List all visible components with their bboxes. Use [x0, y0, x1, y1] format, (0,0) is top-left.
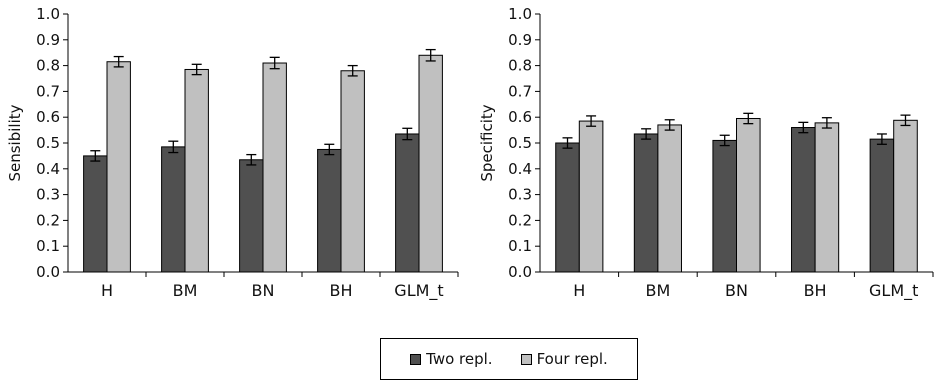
- bar-two-repl: [395, 133, 420, 273]
- bar-two-repl: [633, 133, 659, 273]
- y-tick-label: 0.8: [36, 57, 60, 75]
- x-tick-label: BH: [329, 281, 352, 300]
- bar-four-repl: [106, 61, 131, 273]
- x-tick-label: GLM_t: [394, 281, 443, 301]
- y-axis-label: Specificity: [478, 104, 496, 181]
- y-tick-label: 0.6: [508, 108, 532, 126]
- bar-two-repl: [239, 159, 264, 273]
- bar-four-repl: [418, 54, 443, 273]
- x-tick-label: BN: [725, 281, 748, 300]
- legend: Two repl. Four repl.: [380, 338, 638, 380]
- bar-two-repl: [555, 142, 580, 273]
- y-tick-label: 0.9: [36, 31, 60, 49]
- y-tick-label: 0.8: [508, 57, 532, 75]
- bar-two-repl: [83, 155, 108, 273]
- specificity-chart: 0.0 0.1 0.2 0.3 0.4 0.5 0.6 0.7 0.8 0.9 1.0 Specifi…: [478, 5, 934, 301]
- y-tick-label: 0.6: [36, 108, 60, 126]
- bar-four-repl: [657, 124, 682, 273]
- y-tick-label: 0.4: [36, 160, 60, 178]
- y-tick-label: 0.3: [36, 186, 60, 204]
- legend-swatch-four-repl: [520, 353, 532, 365]
- bar-four-repl: [340, 70, 365, 273]
- legend-item-two-repl: Two repl.: [410, 350, 493, 368]
- charts-canvas: 0.0 0.1 0.2 0.3 0.4 0.5 0.6 0.7 0.8 0.9 1.0 Sensibi…: [6, 5, 934, 301]
- bar-four-repl: [184, 68, 209, 273]
- bar-two-repl: [712, 139, 737, 273]
- y-tick-label: 0.2: [36, 211, 60, 229]
- x-tick-label: BN: [252, 281, 275, 300]
- y-axis-label: Sensibility: [6, 104, 24, 181]
- y-tick-label: 0.5: [508, 134, 532, 152]
- bar-four-repl: [736, 117, 761, 273]
- legend-swatch-two-repl: [410, 353, 422, 365]
- y-tick-label: 1.0: [36, 5, 60, 23]
- y-tick-label: 1.0: [508, 5, 532, 23]
- x-tick-label: H: [573, 281, 585, 300]
- sensibility-chart: 0.0 0.1 0.2 0.3 0.4 0.5 0.6 0.7 0.8 0.9 1.0 Sensibi…: [6, 5, 459, 301]
- y-tick-label: 0.1: [508, 237, 532, 255]
- y-tick-label: 0.4: [508, 160, 532, 178]
- legend-label-two-repl: Two repl.: [426, 350, 493, 368]
- y-tick-label: 0.5: [36, 134, 60, 152]
- y-tick-label: 0.3: [508, 186, 532, 204]
- y-tick-label: 0.0: [36, 263, 60, 281]
- bar-four-repl: [262, 62, 287, 273]
- bar-four-repl: [578, 120, 604, 273]
- x-tick-label: H: [101, 281, 113, 300]
- x-tick-label: BM: [173, 281, 198, 300]
- x-tick-label: GLM_t: [869, 281, 918, 301]
- legend-label-four-repl: Four repl.: [536, 350, 608, 368]
- y-tick-label: 0.1: [36, 237, 60, 255]
- x-tick-label: BH: [804, 281, 827, 300]
- bar-two-repl: [161, 146, 186, 273]
- x-tick-label: BM: [646, 281, 671, 300]
- bar-four-repl: [814, 122, 840, 273]
- legend-item-four-repl: Four repl.: [520, 350, 608, 368]
- y-tick-label: 0.0: [508, 263, 532, 281]
- y-tick-label: 0.7: [36, 82, 60, 100]
- y-tick-label: 0.2: [508, 211, 532, 229]
- bar-two-repl: [869, 138, 895, 273]
- y-tick-label: 0.9: [508, 31, 532, 49]
- bar-four-repl: [893, 119, 918, 273]
- bar-two-repl: [791, 127, 816, 273]
- y-tick-label: 0.7: [508, 82, 532, 100]
- bar-two-repl: [317, 148, 342, 273]
